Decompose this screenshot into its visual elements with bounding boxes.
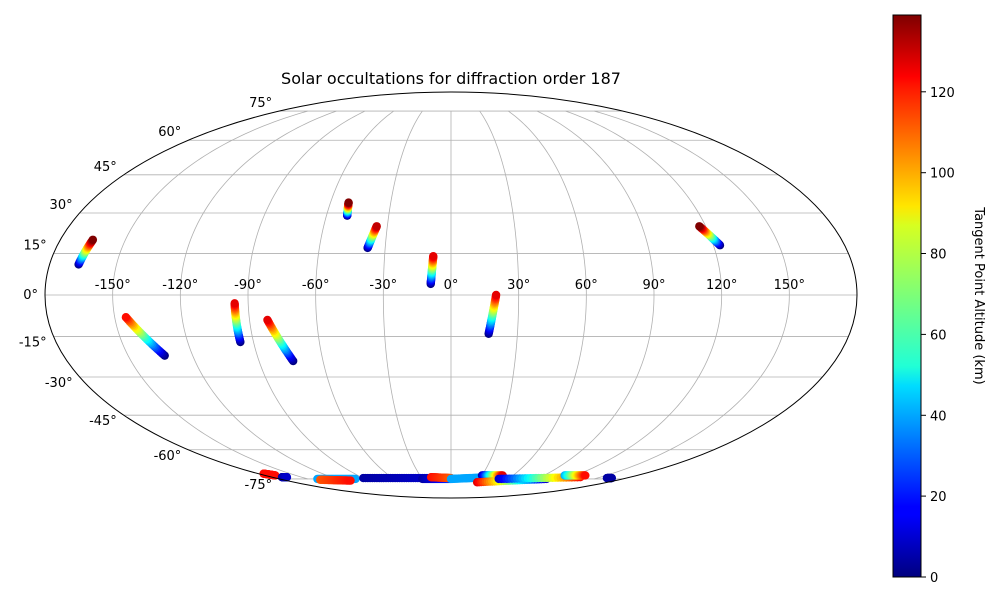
data-point: [607, 473, 616, 483]
x-tick-label: -120°: [162, 278, 198, 293]
y-tick-label: 60°: [158, 125, 181, 140]
y-tick-labels: -75° -60° -45° -30° -15° 0° 15° 30° 45° 60° 75°: [19, 96, 272, 493]
y-tick-label: 30°: [50, 198, 73, 213]
data-point: [121, 313, 131, 322]
data-point: [695, 222, 704, 231]
data-point: [429, 251, 438, 261]
colorbar-tick-label: 40: [930, 409, 947, 424]
map-boundary: [44, 91, 858, 499]
x-tick-label: 120°: [706, 278, 737, 293]
colorbar: 0 20 40 60 80 100 120 Tangent Point Altitude (…: [892, 14, 986, 586]
x-tick-label: 30°: [507, 278, 530, 293]
colorbar-tick-label: 20: [930, 490, 947, 505]
colorbar-tick-label: 60: [930, 328, 947, 343]
data-point: [344, 198, 353, 207]
x-tick-label: -90°: [234, 278, 262, 293]
data-point: [372, 222, 381, 231]
x-tick-label: -30°: [369, 278, 397, 293]
data-point: [491, 290, 501, 300]
colorbar-tick-label: 100: [930, 167, 955, 182]
x-tick-label: -150°: [95, 278, 131, 293]
y-tick-label: 15°: [24, 238, 47, 253]
x-tick-label: 150°: [774, 278, 805, 293]
y-tick-label: 75°: [249, 96, 272, 111]
y-tick-label: 45°: [94, 160, 117, 175]
y-tick-label: -15°: [19, 336, 47, 351]
colorbar-gradient: [892, 14, 922, 578]
x-tick-label: 90°: [642, 278, 665, 293]
chart-title: Solar occultations for diffraction order…: [281, 69, 621, 88]
data-point: [282, 473, 292, 482]
data-point: [581, 471, 590, 480]
colorbar-ticks: 0 20 40 60 80 100 120: [921, 86, 955, 586]
x-tick-label: 60°: [575, 278, 598, 293]
data-point: [88, 235, 98, 244]
x-tick-label: -60°: [302, 278, 330, 293]
map-frame: [44, 91, 858, 499]
data-marks: [74, 198, 725, 487]
data-point: [346, 476, 355, 485]
colorbar-tick-label: 0: [930, 571, 938, 586]
x-tick-labels: -150° -120° -90° -60° -30° 0° 30° 60° 90° 120° 150…: [95, 278, 805, 293]
y-tick-label: -45°: [89, 414, 117, 429]
x-tick-label: 0°: [444, 278, 459, 293]
data-point: [230, 299, 239, 308]
y-tick-label: -60°: [154, 449, 182, 464]
y-tick-label: -30°: [45, 376, 73, 391]
colorbar-tick-label: 120: [930, 86, 955, 101]
y-tick-label: -75°: [244, 478, 272, 493]
y-tick-label: 0°: [23, 288, 38, 303]
colorbar-tick-label: 80: [930, 248, 947, 263]
colorbar-label: Tangent Point Altitude (km): [971, 206, 986, 384]
gridlines: [45, 110, 857, 480]
data-point: [263, 315, 272, 325]
